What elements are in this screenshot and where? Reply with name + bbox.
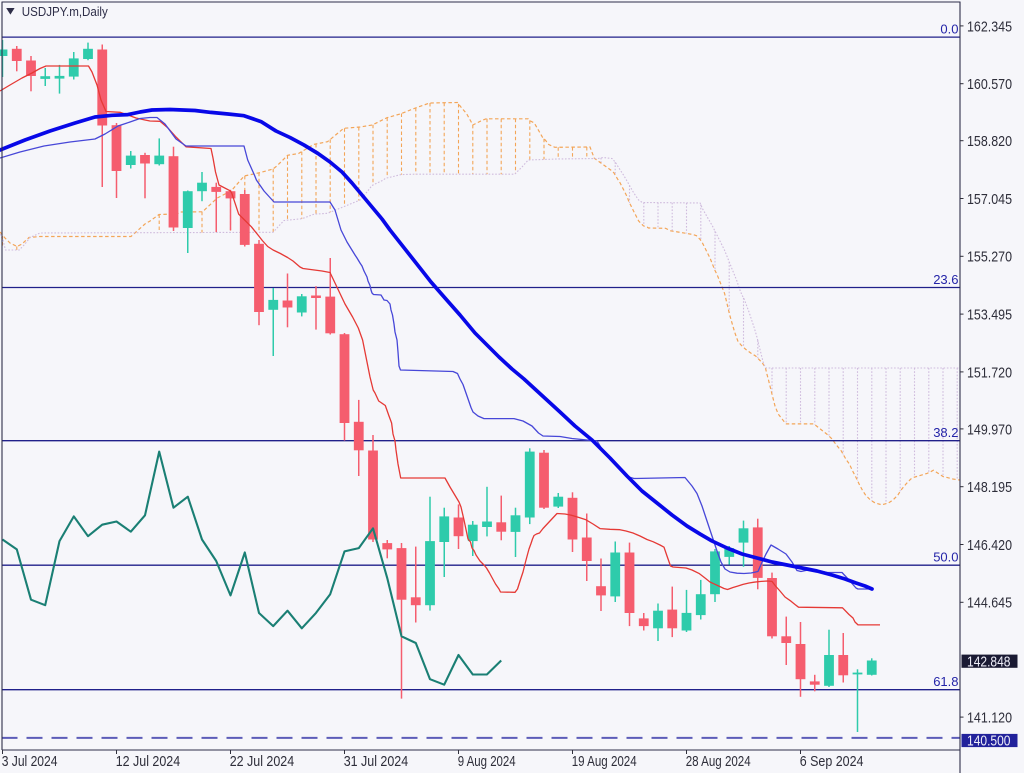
- svg-text:6 Sep 2024: 6 Sep 2024: [800, 753, 864, 770]
- svg-text:38.2: 38.2: [933, 425, 958, 440]
- svg-text:158.820: 158.820: [967, 133, 1012, 150]
- svg-text:3 Jul 2024: 3 Jul 2024: [2, 753, 58, 770]
- svg-text:23.6: 23.6: [933, 272, 958, 287]
- svg-text:151.720: 151.720: [967, 364, 1012, 381]
- svg-text:141.120: 141.120: [967, 710, 1012, 727]
- svg-text:9 Aug 2024: 9 Aug 2024: [458, 753, 516, 770]
- svg-text:22 Jul 2024: 22 Jul 2024: [230, 753, 295, 770]
- svg-text:28 Aug 2024: 28 Aug 2024: [686, 753, 751, 770]
- svg-text:146.420: 146.420: [967, 537, 1012, 554]
- svg-text:61.8: 61.8: [933, 674, 958, 689]
- svg-text:140.500: 140.500: [967, 734, 1011, 750]
- svg-text:144.645: 144.645: [967, 595, 1012, 612]
- svg-text:153.495: 153.495: [967, 307, 1012, 324]
- svg-text:USDJPY.m,Daily: USDJPY.m,Daily: [22, 5, 109, 19]
- svg-text:157.045: 157.045: [967, 191, 1012, 208]
- svg-text:12 Jul 2024: 12 Jul 2024: [116, 753, 181, 770]
- svg-text:162.345: 162.345: [967, 18, 1012, 35]
- svg-text:19 Aug 2024: 19 Aug 2024: [572, 753, 637, 770]
- svg-text:142.848: 142.848: [967, 654, 1011, 670]
- svg-text:50.0: 50.0: [933, 550, 958, 565]
- svg-text:0.0: 0.0: [940, 22, 958, 37]
- svg-text:31 Jul 2024: 31 Jul 2024: [344, 753, 409, 770]
- svg-text:155.270: 155.270: [967, 249, 1012, 266]
- svg-text:149.970: 149.970: [967, 421, 1012, 438]
- svg-text:160.570: 160.570: [967, 76, 1012, 93]
- svg-text:148.195: 148.195: [967, 479, 1012, 496]
